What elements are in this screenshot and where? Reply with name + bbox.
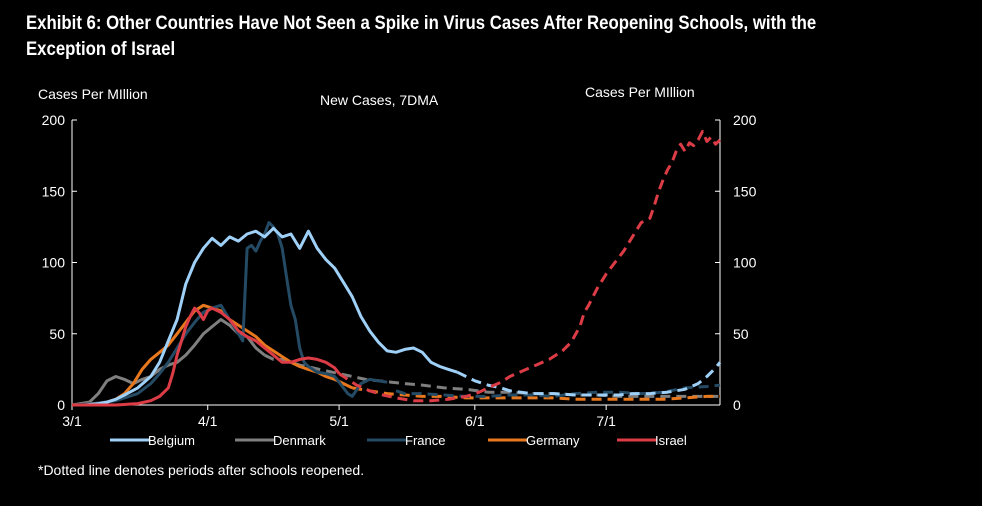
belgium-legend-label: Belgium — [148, 433, 195, 448]
y-tick-label-right: 150 — [733, 183, 757, 199]
belgium-line-dashed — [456, 361, 722, 397]
right-axis-label: Cases Per MIllion — [585, 84, 695, 100]
belgium-line-solid — [72, 226, 458, 407]
germany-legend-label: Germany — [526, 433, 580, 448]
exhibit-title-line-1: Exhibit 6: Other Countries Have Not Seen… — [26, 12, 817, 34]
denmark-line-dashed — [263, 353, 720, 398]
footnote: *Dotted line denotes periods after schoo… — [38, 462, 365, 478]
x-tick-label: 3/1 — [62, 413, 82, 429]
denmark-legend-label: Denmark — [273, 433, 326, 448]
france-line-solid — [71, 221, 388, 407]
y-tick-label-right: 200 — [733, 112, 757, 128]
exhibit-title-line-2: Exception of Israel — [26, 38, 176, 60]
germany-line-solid — [71, 303, 353, 407]
left-axis-label: Cases Per MIllion — [38, 86, 148, 102]
x-tick-label: 6/1 — [465, 413, 485, 429]
y-tick-label-left: 100 — [42, 255, 66, 271]
y-tick-label-right: 100 — [733, 255, 757, 271]
x-tick-label: 7/1 — [596, 413, 616, 429]
y-tick-label-left: 150 — [42, 183, 66, 199]
israel-legend-label: Israel — [655, 433, 687, 448]
y-tick-label-right: 50 — [733, 326, 749, 342]
chart-series-lines — [71, 129, 722, 407]
x-tick-label: 4/1 — [198, 413, 218, 429]
y-tick-label-left: 200 — [42, 112, 66, 128]
israel-line-dashed — [338, 129, 722, 403]
chart-axes: 0 0 50 50 100 100 150 150 200 200 3/1 4/1 5/1 6/1 7/1 — [42, 112, 757, 429]
exhibit-title: Exhibit 6: Other Countries Have Not Seen… — [26, 10, 839, 62]
chart-title: New Cases, 7DMA — [320, 92, 439, 108]
y-tick-label-left: 50 — [49, 326, 65, 342]
chart-legend: Belgium Denmark France Germany Israel — [110, 433, 687, 448]
france-line-dashed — [395, 383, 721, 398]
x-tick-label: 5/1 — [329, 413, 349, 429]
y-tick-label-left: 0 — [57, 397, 65, 413]
y-tick-label-right: 0 — [733, 397, 741, 413]
israel-line-solid — [72, 306, 341, 407]
france-legend-label: France — [405, 433, 445, 448]
